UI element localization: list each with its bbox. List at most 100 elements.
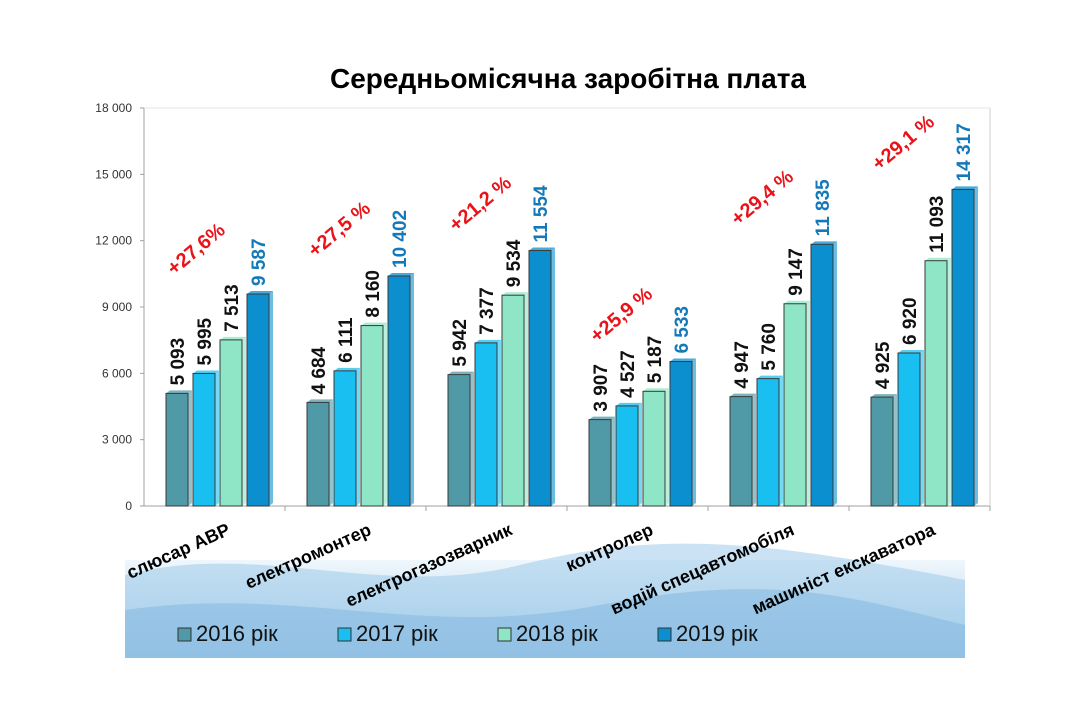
bar-side [806,300,810,506]
legend-label: 2018 рік [516,621,598,646]
bar-front [897,352,921,507]
bar-2017 [192,370,219,507]
bar-top [952,186,978,190]
legend-item-2016: 2016 рік [177,621,278,646]
data-label: 4 947 [732,341,753,389]
bar-2018 [219,336,246,507]
bar-2019 [810,241,837,507]
bar-front [924,260,948,507]
legend-label: 2019 рік [676,621,758,646]
chart-title: Середньомісячна заробітна плата [330,63,806,94]
growth-label: +29,4 % [727,166,798,231]
bar-top [529,247,555,251]
y-tick-label: 12 000 [95,234,132,248]
data-label: 9 587 [249,238,270,286]
bar-front [729,396,753,507]
bar-side [215,370,219,506]
bar-top [334,367,360,371]
bar-top [784,300,810,304]
bar-top [925,257,951,261]
bar-top [361,322,387,326]
growth-label: +21,2 % [445,172,516,237]
data-label: 11 554 [531,185,552,242]
data-label: 5 942 [450,319,471,367]
bar-side [833,241,837,506]
bar-side [524,292,528,506]
legend-swatch [657,627,672,642]
data-label: 10 402 [390,210,411,268]
bar-side [611,416,615,506]
bar-side [920,349,924,506]
legend-item-2019: 2019 рік [657,621,758,646]
bar-2019 [387,273,414,507]
bar-2017 [474,339,501,507]
data-label: 7 377 [477,287,498,335]
bar-top [730,393,756,397]
legend-label: 2017 рік [356,621,438,646]
bar-2016 [870,394,897,507]
bar-side [497,339,501,506]
bar-front [387,275,411,507]
bar-side [752,393,756,506]
bar-2017 [897,349,924,507]
bar-top [475,339,501,343]
bar-top [871,394,897,398]
bars-group [165,186,978,507]
bar-2016 [588,416,615,507]
legend-swatch [497,627,512,642]
bar-2018 [924,257,951,507]
bar-2017 [756,375,783,507]
bar-side [893,394,897,506]
legend-swatch [337,627,352,642]
bar-2019 [669,358,696,507]
bar-front [756,378,780,507]
bar-front [474,342,498,507]
bar-side [665,388,669,506]
data-label: 8 160 [363,270,384,318]
bar-2016 [447,371,474,507]
bar-front [246,293,270,507]
legend-swatch [177,627,192,642]
bar-top [388,273,414,277]
bar-2019 [528,247,555,507]
bar-2016 [729,393,756,507]
legend-item-2018: 2018 рік [497,621,598,646]
bar-front [306,401,330,507]
bar-top [589,416,615,420]
data-label: 7 513 [222,284,243,332]
bar-top [898,349,924,353]
legend-item-2017: 2017 рік [337,621,438,646]
bar-2016 [165,390,192,507]
bar-top [670,358,696,362]
bar-side [974,186,978,506]
y-tick-label: 18 000 [95,101,132,115]
bar-front [501,294,525,507]
data-label: 5 187 [645,336,666,384]
bar-side [947,257,951,506]
bar-2016 [306,399,333,507]
bar-front [219,339,243,507]
bar-front [333,370,357,507]
bar-2018 [783,300,810,507]
y-axis: 0 3 000 6 000 9 000 12 000 15 000 18 000 [95,101,144,513]
bar-2019 [246,291,273,507]
y-tick-label: 6 000 [102,366,132,380]
data-label: 14 317 [954,123,975,181]
bar-top [220,336,246,340]
bar-side [329,399,333,506]
bar-front [615,405,639,507]
bar-top [811,241,837,245]
bar-side [779,375,783,506]
bar-side [383,322,387,506]
growth-label: +29,1 % [868,111,939,176]
bar-2019 [951,186,978,507]
bar-top [193,370,219,374]
bar-top [616,402,642,406]
bar-top [502,292,528,296]
bar-front [192,372,216,507]
bar-2018 [501,292,528,507]
bar-front [669,361,693,507]
bar-top [448,371,474,375]
bar-side [188,390,192,506]
